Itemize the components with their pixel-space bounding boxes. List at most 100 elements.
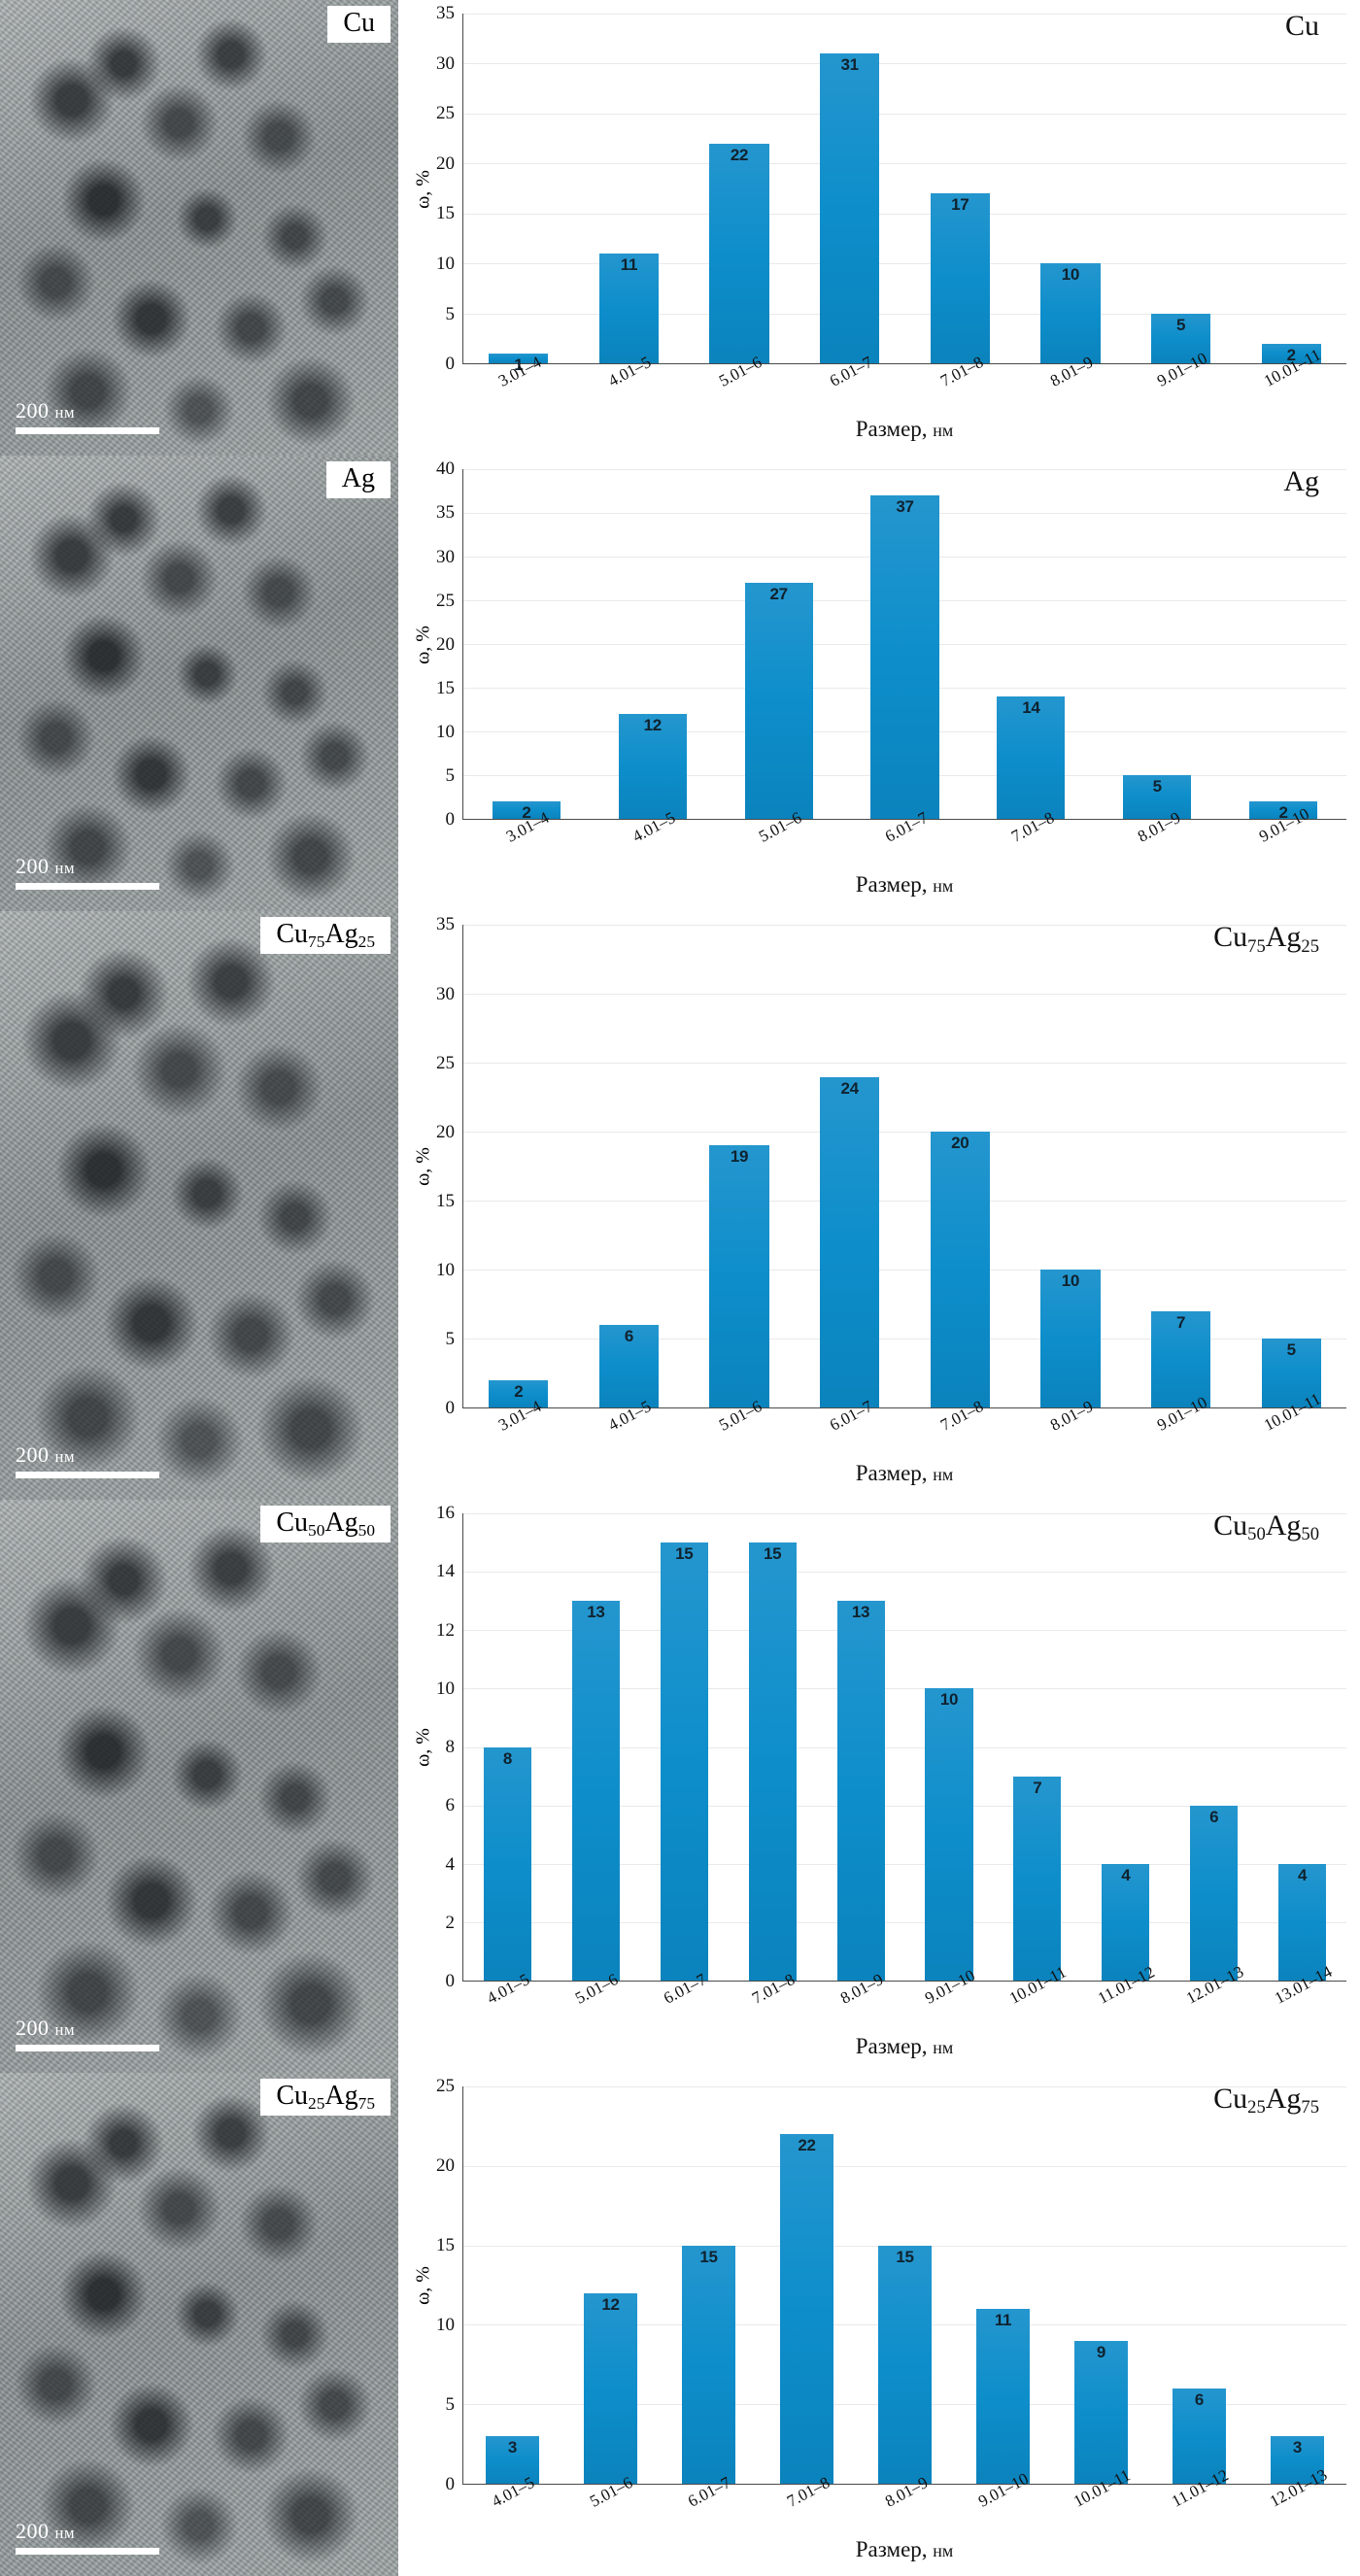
y-tick-label: 10	[436, 1259, 455, 1280]
bar-value-label: 15	[699, 2247, 718, 2266]
bar-value-label: 27	[769, 585, 788, 604]
x-tick-slot: 10.01–11	[993, 1963, 1081, 2011]
histogram-chart: Cu50Ag50 ω, % 0 2 4 6 8 10 12 14 16 8 13 15 15 13 10 7 4 6 4…	[398, 1499, 1360, 2074]
histogram-bar[interactable]: 4	[1102, 1863, 1150, 1982]
histogram-bar[interactable]: 12	[618, 714, 687, 820]
bar-value-label: 3	[1292, 2437, 1303, 2457]
y-axis-ticks: 0 5 10 15 20 25 30 35	[420, 3, 459, 374]
y-tick-label: 16	[436, 1502, 455, 1523]
tem-sample-label: Cu	[327, 6, 391, 43]
chart-title: Cu	[1284, 10, 1319, 42]
bar-value-label: 10	[939, 1690, 959, 1710]
histogram-bar[interactable]: 17	[930, 193, 990, 364]
histogram-bar[interactable]: 15	[682, 2245, 735, 2484]
x-tick-slot: 5.01–6	[684, 353, 795, 393]
bar-value-label: 3	[507, 2437, 518, 2457]
histogram-bar[interactable]: 15	[660, 1542, 708, 1982]
panel-row: Cu75Ag25 200 нм Cu75Ag25 ω, % 0 5 10 15 20 25 30 35…	[0, 911, 1360, 1500]
gridline	[463, 213, 1346, 215]
y-axis-ticks: 0 5 10 15 20 25	[420, 2076, 459, 2494]
bar-slot: 12	[561, 2086, 660, 2484]
bar-value-label: 11	[994, 2311, 1012, 2330]
bar-slot: 20	[905, 925, 1016, 1407]
x-tick-slot: 5.01–6	[561, 2473, 659, 2514]
histogram-bar[interactable]: 5	[1261, 1339, 1321, 1407]
histogram-bar[interactable]: 8	[483, 1746, 531, 1982]
histogram-bar[interactable]: 2	[489, 1379, 549, 1407]
histogram-bar[interactable]: 6	[598, 1324, 660, 1407]
y-tick-label: 14	[436, 1561, 455, 1582]
bar-slot: 24	[795, 925, 905, 1407]
histogram-bar[interactable]: 5	[1123, 775, 1192, 820]
histogram-bar[interactable]: 6	[1190, 1805, 1239, 1982]
bar-slot: 12	[590, 469, 716, 820]
histogram-chart: Cu75Ag25 ω, % 0 5 10 15 20 25 30 35 2 6 19 24 20 10 7 5 3.…	[398, 911, 1360, 1500]
histogram-bar[interactable]: 13	[836, 1601, 885, 1982]
histogram-bar[interactable]: 27	[744, 583, 813, 820]
bar-value-label: 13	[851, 1603, 870, 1622]
histogram-bar[interactable]: 4	[1278, 1863, 1327, 1982]
histogram-bar[interactable]: 6	[1173, 2388, 1226, 2484]
histogram-bar[interactable]: 9	[1074, 2340, 1128, 2484]
y-tick-label: 15	[436, 203, 455, 224]
histogram-bar[interactable]: 2	[1249, 801, 1318, 821]
tem-texture	[0, 911, 398, 1500]
gridline	[463, 1746, 1346, 1748]
histogram-bar[interactable]: 10	[1040, 263, 1101, 364]
x-tick-slot: 7.01–8	[757, 2473, 855, 2514]
histogram-bar[interactable]: 15	[748, 1542, 797, 1982]
histogram-bar[interactable]: 13	[571, 1601, 620, 1982]
bar-slot: 11	[574, 14, 685, 364]
scale-bar-label: 200 нм	[16, 2518, 76, 2543]
histogram-bar[interactable]: 10	[1040, 1270, 1101, 1407]
scale-bar-label: 200 нм	[16, 854, 76, 879]
scale-bar: 200 нм	[16, 854, 159, 891]
x-tick-slot: 4.01–5	[462, 1970, 551, 2011]
histogram-bar[interactable]: 22	[780, 2134, 833, 2484]
histogram-bar[interactable]: 11	[976, 2309, 1030, 2484]
histogram-bar[interactable]: 20	[930, 1132, 990, 1407]
histogram-bar[interactable]: 11	[598, 254, 660, 364]
y-tick-label: 20	[436, 153, 455, 174]
histogram-bar[interactable]: 2	[1261, 343, 1321, 364]
histogram-bar[interactable]: 10	[925, 1688, 973, 1982]
x-tick-slot: 8.01–9	[816, 1970, 904, 2011]
histogram-bar[interactable]: 12	[584, 2292, 637, 2484]
histogram-bar[interactable]: 1	[489, 353, 549, 373]
histogram-bar[interactable]: 14	[997, 696, 1066, 820]
x-tick-slot: 8.01–9	[1094, 809, 1220, 849]
histogram-bar[interactable]: 3	[486, 2435, 539, 2484]
bar-series: 3 12 15 22 15 11 9 6 3	[463, 2086, 1346, 2484]
y-tick-label: 15	[436, 678, 455, 698]
bar-slot: 9	[1052, 2086, 1150, 2484]
x-axis-label: Размер, нм	[855, 417, 954, 442]
gridline	[463, 994, 1346, 996]
histogram-bar[interactable]: 37	[870, 495, 939, 820]
histogram-bar[interactable]: 7	[1150, 1310, 1211, 1407]
scale-bar: 200 нм	[16, 2519, 159, 2555]
histogram-bar[interactable]: 31	[820, 53, 880, 364]
histogram-bar[interactable]: 5	[1150, 313, 1211, 364]
bar-series: 2 6 19 24 20 10 7 5	[463, 925, 1346, 1407]
x-axis-ticks: 4.01–5 5.01–6 6.01–7 7.01–8 8.01–9 9.01–10 10.…	[462, 2465, 1346, 2514]
y-tick-label: 0	[445, 1397, 456, 1418]
y-tick-label: 10	[436, 254, 455, 275]
histogram-bar[interactable]: 7	[1013, 1776, 1062, 1982]
histogram-bar[interactable]: 3	[1271, 2435, 1324, 2484]
bar-slot: 7	[993, 1513, 1081, 1982]
scale-bar: 200 нм	[16, 2016, 159, 2052]
histogram-bar[interactable]: 15	[878, 2245, 932, 2484]
y-tick-label: 30	[436, 546, 455, 567]
histogram-bar[interactable]: 19	[709, 1145, 769, 1407]
y-tick-label: 25	[436, 590, 455, 611]
histogram-bar[interactable]: 2	[492, 801, 561, 821]
x-tick-slot: 4.01–5	[573, 1397, 684, 1438]
bar-slot: 4	[1258, 1513, 1346, 1982]
x-tick-slot: 8.01–9	[1015, 1397, 1126, 1438]
bar-slot: 11	[954, 2086, 1052, 2484]
histogram-bar[interactable]: 22	[709, 143, 769, 364]
bar-slot: 10	[1015, 925, 1126, 1407]
histogram-bar[interactable]: 24	[820, 1076, 880, 1407]
gridline	[463, 63, 1346, 65]
bar-value-label: 4	[1121, 1865, 1131, 1884]
